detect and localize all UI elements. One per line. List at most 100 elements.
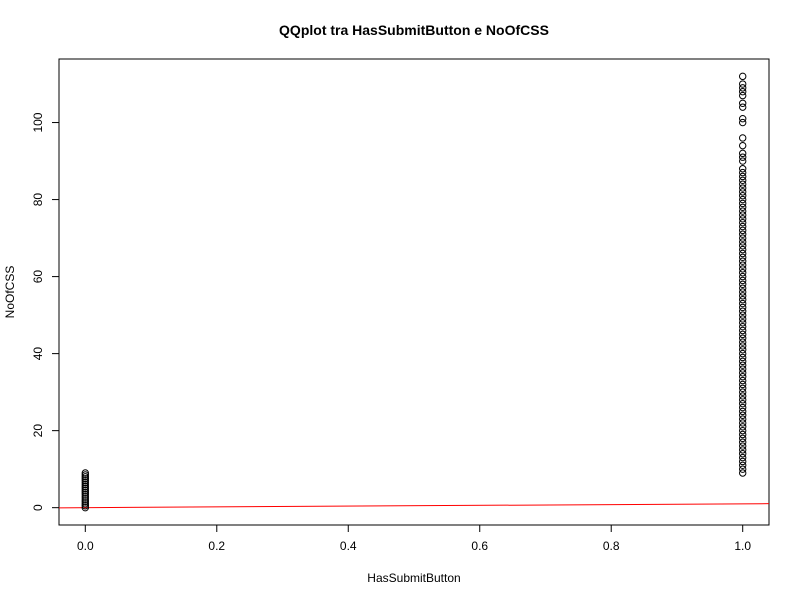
data-point (739, 411, 747, 419)
data-point (739, 446, 747, 454)
data-point (739, 311, 747, 319)
data-point (739, 215, 747, 223)
data-point (739, 88, 747, 96)
data-point (739, 253, 747, 262)
data-point (739, 84, 747, 92)
data-point (739, 284, 747, 292)
data-point (739, 245, 747, 254)
data-point (739, 257, 747, 265)
data-point (739, 330, 747, 339)
data-point (739, 419, 747, 427)
data-points (81, 72, 747, 512)
data-point (739, 392, 747, 400)
data-point (739, 465, 747, 473)
data-point (739, 426, 747, 435)
data-point (81, 478, 89, 487)
data-point (739, 195, 747, 204)
data-point (81, 502, 89, 510)
data-point (739, 399, 747, 408)
y-tick-label: 100 (31, 112, 45, 132)
data-point (739, 188, 747, 196)
x-tick-label: 0.8 (603, 539, 620, 553)
data-point (739, 176, 747, 185)
data-point (81, 482, 89, 491)
data-point (739, 261, 747, 269)
data-point (739, 384, 747, 392)
data-point (739, 91, 747, 100)
data-point (739, 168, 747, 177)
data-point (81, 492, 89, 500)
data-point (739, 369, 747, 377)
data-point (739, 292, 747, 300)
data-point (739, 249, 747, 258)
data-point (739, 430, 747, 439)
y-tick-label: 40 (31, 347, 45, 361)
data-point (739, 453, 747, 462)
data-point (739, 403, 747, 412)
data-point (739, 149, 747, 158)
data-point (81, 498, 89, 506)
data-point (739, 365, 747, 373)
reference-line-group (58, 503, 770, 509)
data-point (739, 361, 747, 369)
y-tick-label: 80 (31, 193, 45, 207)
data-point (739, 334, 747, 342)
x-axis-label: HasSubmitButton (367, 571, 460, 585)
x-axis: 0.0 0.2 0.4 0.6 0.8 1.0 (77, 525, 751, 553)
data-point (81, 475, 89, 483)
data-point (739, 407, 747, 416)
data-point (81, 496, 89, 504)
data-point (739, 199, 747, 208)
data-point (739, 222, 747, 231)
data-point (739, 184, 747, 192)
data-point (739, 423, 747, 431)
data-point (739, 234, 747, 242)
data-point (739, 226, 747, 235)
data-point (739, 280, 747, 288)
data-point (739, 165, 747, 173)
data-point (739, 342, 747, 350)
data-point (739, 299, 747, 308)
data-point (81, 471, 89, 479)
data-point (81, 484, 89, 493)
data-point (739, 322, 747, 331)
data-point (739, 438, 747, 446)
x-tick-label: 1.0 (734, 539, 751, 553)
data-point (739, 141, 747, 150)
data-point (739, 272, 747, 281)
data-point (739, 296, 747, 304)
data-point (739, 388, 747, 396)
data-point (739, 99, 747, 107)
data-point (739, 180, 747, 188)
data-point (81, 469, 89, 477)
data-point (739, 315, 747, 323)
x-tick-label: 0.0 (77, 539, 94, 553)
data-point (739, 415, 747, 423)
data-point (739, 203, 747, 211)
data-point (81, 494, 89, 502)
y-tick-label: 60 (31, 270, 45, 284)
y-tick-label: 20 (31, 424, 45, 438)
data-point (739, 103, 747, 111)
x-tick-label: 0.2 (208, 539, 225, 553)
data-point (739, 114, 747, 123)
data-point (739, 134, 747, 142)
plot-frame (58, 58, 770, 526)
data-point (739, 326, 747, 335)
data-point (739, 307, 747, 315)
data-point (739, 349, 747, 358)
data-point (81, 477, 89, 485)
data-point (739, 461, 747, 470)
data-point (739, 230, 747, 238)
data-point (739, 303, 747, 312)
data-point (739, 265, 747, 273)
data-point (739, 192, 747, 200)
x-tick-label: 0.4 (340, 539, 357, 553)
data-point (739, 380, 747, 389)
data-point (739, 72, 747, 81)
data-point (739, 276, 747, 285)
data-point (739, 353, 747, 362)
data-point (739, 376, 747, 385)
data-point (739, 157, 747, 165)
